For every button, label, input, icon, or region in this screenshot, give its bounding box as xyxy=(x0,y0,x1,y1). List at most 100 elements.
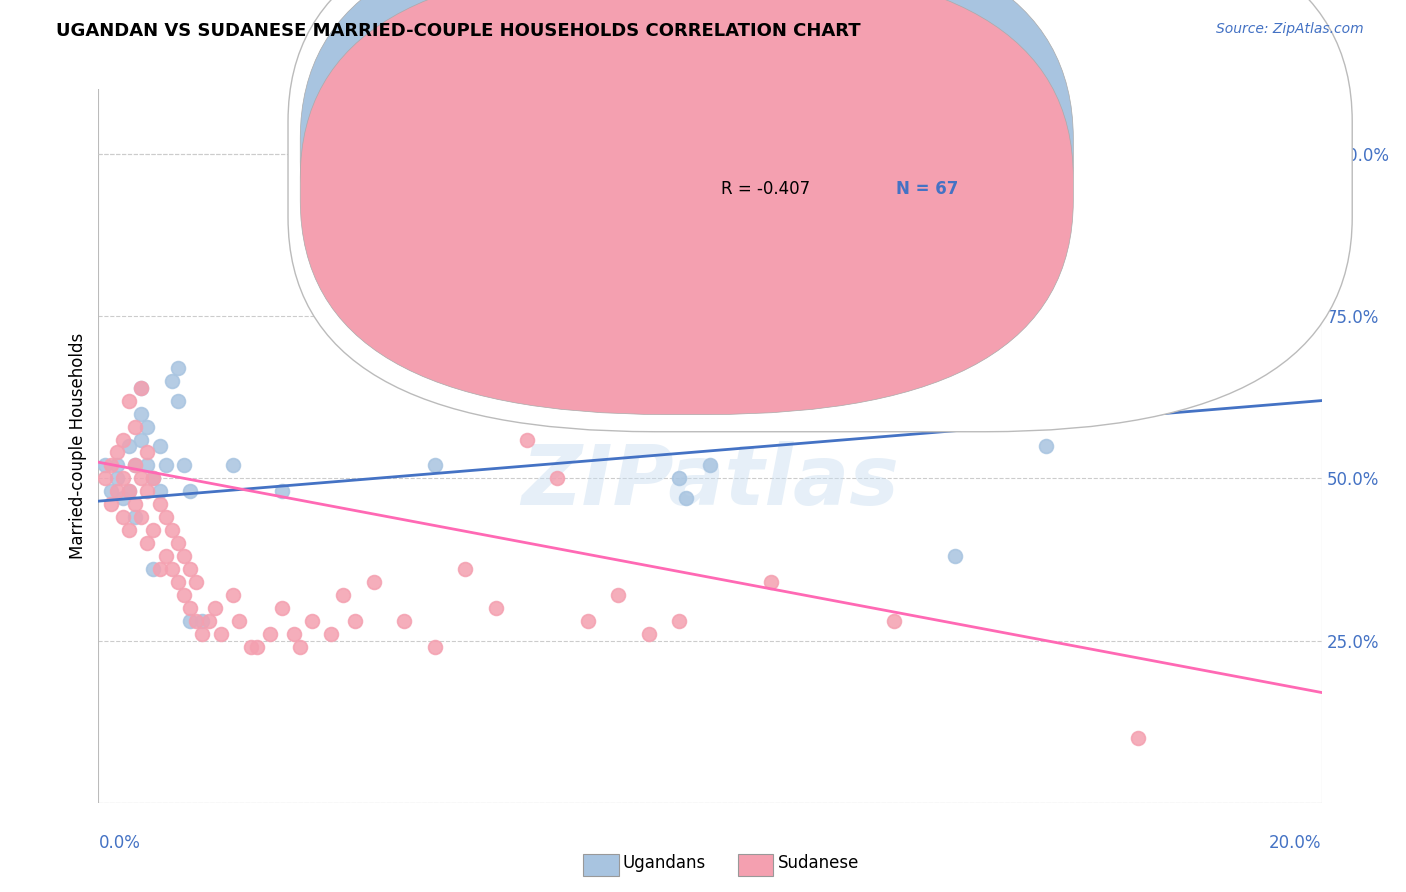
Point xyxy=(259,627,281,641)
Point xyxy=(149,497,172,511)
Point xyxy=(516,433,538,447)
Point xyxy=(136,419,159,434)
Point xyxy=(124,510,146,524)
Point xyxy=(160,374,183,388)
Point xyxy=(105,484,128,499)
Point xyxy=(179,484,201,499)
Point xyxy=(290,640,312,654)
Point xyxy=(100,484,122,499)
Point xyxy=(344,614,367,628)
Point xyxy=(527,211,550,226)
Point xyxy=(637,627,661,641)
Point xyxy=(173,458,195,473)
Point xyxy=(124,419,146,434)
Point xyxy=(1066,393,1088,408)
Point xyxy=(363,575,385,590)
Point xyxy=(186,575,208,590)
Point xyxy=(270,601,292,615)
Point xyxy=(129,471,152,485)
Point xyxy=(546,471,568,485)
FancyBboxPatch shape xyxy=(301,0,1073,415)
Point xyxy=(124,458,146,473)
Point xyxy=(100,497,122,511)
Point xyxy=(142,562,165,576)
Point xyxy=(155,458,177,473)
Text: ZIPatlas: ZIPatlas xyxy=(522,442,898,522)
Point xyxy=(173,549,195,564)
Point xyxy=(1035,439,1057,453)
Point xyxy=(155,549,177,564)
Point xyxy=(100,458,122,473)
Point xyxy=(485,601,508,615)
Text: N = 37: N = 37 xyxy=(896,141,959,159)
Point xyxy=(270,484,292,499)
Point xyxy=(129,381,152,395)
Point xyxy=(105,471,128,485)
Point xyxy=(111,510,134,524)
Point xyxy=(319,627,342,641)
Point xyxy=(167,361,190,376)
Point xyxy=(167,393,190,408)
Point xyxy=(576,614,599,628)
Point xyxy=(179,562,201,576)
Point xyxy=(883,614,905,628)
Point xyxy=(943,549,966,564)
Text: 20.0%: 20.0% xyxy=(1270,834,1322,852)
Point xyxy=(191,614,214,628)
Point xyxy=(179,614,201,628)
Point xyxy=(93,471,115,485)
Point xyxy=(118,484,141,499)
Point xyxy=(209,627,232,641)
Point xyxy=(136,484,159,499)
Point xyxy=(129,381,152,395)
Point xyxy=(124,497,146,511)
Point xyxy=(167,575,190,590)
Point xyxy=(759,575,782,590)
Point xyxy=(222,458,245,473)
Point xyxy=(105,458,128,473)
FancyBboxPatch shape xyxy=(301,0,1073,376)
Y-axis label: Married-couple Households: Married-couple Households xyxy=(69,333,87,559)
Point xyxy=(124,458,146,473)
Point xyxy=(191,627,214,641)
Point xyxy=(240,640,263,654)
Point xyxy=(332,588,354,602)
Point xyxy=(173,588,195,602)
Text: UGANDAN VS SUDANESE MARRIED-COUPLE HOUSEHOLDS CORRELATION CHART: UGANDAN VS SUDANESE MARRIED-COUPLE HOUSE… xyxy=(56,22,860,40)
Point xyxy=(160,524,183,538)
Point xyxy=(197,614,219,628)
Point xyxy=(668,471,690,485)
Point xyxy=(118,439,141,453)
Point xyxy=(668,614,690,628)
Point xyxy=(111,471,134,485)
Point xyxy=(516,244,538,259)
FancyBboxPatch shape xyxy=(288,0,1353,432)
Point xyxy=(301,614,323,628)
Point xyxy=(136,536,159,550)
Point xyxy=(246,640,269,654)
Point xyxy=(454,562,477,576)
Text: Source: ZipAtlas.com: Source: ZipAtlas.com xyxy=(1216,22,1364,37)
Point xyxy=(149,562,172,576)
Point xyxy=(136,445,159,459)
Point xyxy=(93,458,115,473)
Point xyxy=(392,614,416,628)
Point xyxy=(699,458,721,473)
Point xyxy=(155,510,177,524)
Point xyxy=(167,536,190,550)
Point xyxy=(142,471,165,485)
Point xyxy=(142,524,165,538)
Point xyxy=(118,393,141,408)
Point xyxy=(136,458,159,473)
Point xyxy=(142,471,165,485)
Point xyxy=(160,562,183,576)
Point xyxy=(105,445,128,459)
Point xyxy=(699,368,721,382)
Point xyxy=(204,601,226,615)
Point xyxy=(283,627,305,641)
Text: R = -0.407: R = -0.407 xyxy=(721,180,810,198)
Text: 0.0%: 0.0% xyxy=(98,834,141,852)
Point xyxy=(149,484,172,499)
Point xyxy=(129,407,152,421)
Point xyxy=(607,588,630,602)
